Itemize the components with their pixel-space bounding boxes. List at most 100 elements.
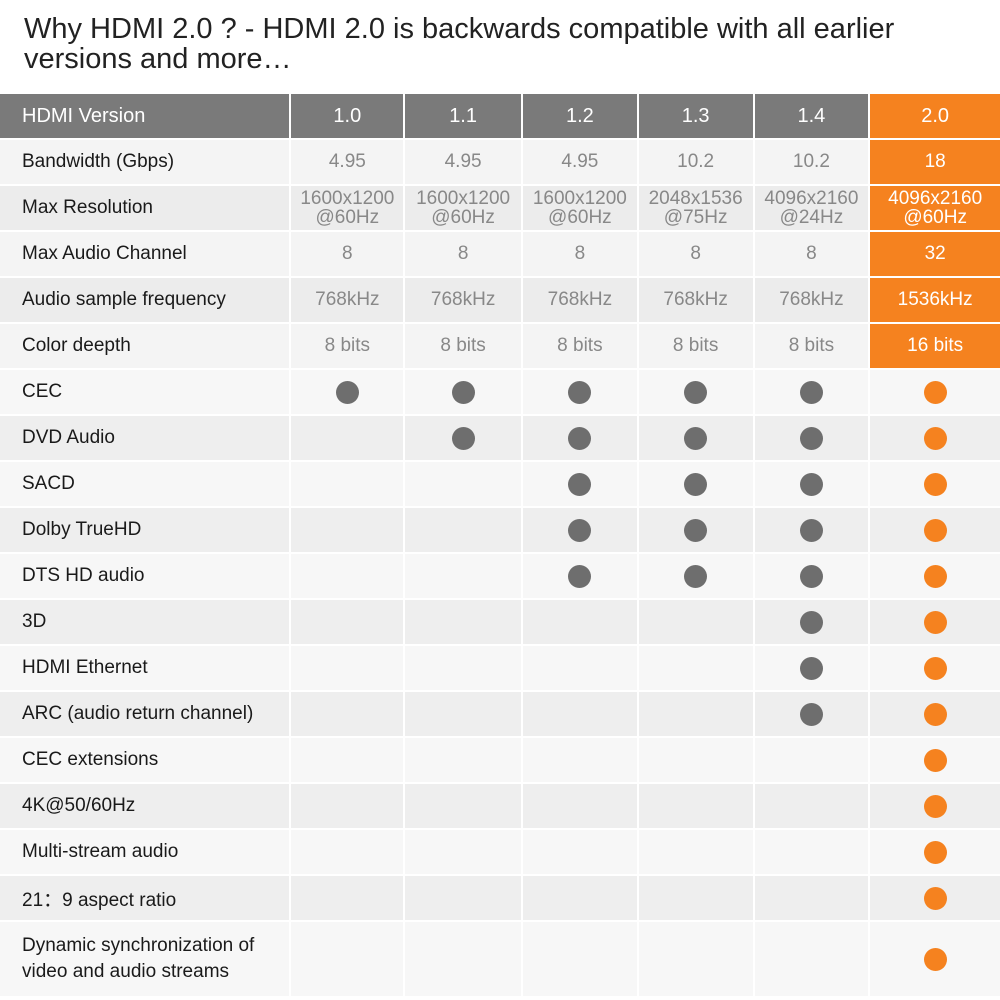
feature-cell xyxy=(291,370,404,414)
feature-cell xyxy=(522,508,637,552)
feature-row: CEC extensions xyxy=(0,738,1000,782)
supported-dot-icon xyxy=(799,380,823,404)
feature-cell xyxy=(754,738,869,782)
feature-cell xyxy=(870,830,1000,874)
supported-dot-icon xyxy=(568,380,592,404)
feature-cell xyxy=(638,508,753,552)
spec-value-line1: 2048x1536 xyxy=(648,188,743,209)
feature-label: DVD Audio xyxy=(0,416,290,460)
supported-dot-icon xyxy=(568,426,592,450)
spec-value-line1: 1600x1200 xyxy=(300,188,395,209)
feature-row: 4K@50/60Hz xyxy=(0,784,1000,828)
feature-cell xyxy=(870,508,1000,552)
feature-cell xyxy=(638,876,753,920)
feature-cell xyxy=(405,370,521,414)
spec-value: 2048x1536 @75Hz xyxy=(638,186,753,230)
supported-dot-icon xyxy=(923,886,947,910)
feature-cell xyxy=(870,784,1000,828)
supported-dot-icon xyxy=(684,472,708,496)
version-1-1: 1.1 xyxy=(405,94,521,138)
feature-cell xyxy=(405,922,521,996)
feature-cell xyxy=(638,646,753,690)
spec-row-max-audio-channel: Max Audio Channel 8 8 8 8 8 32 xyxy=(0,232,1000,276)
supported-dot-icon xyxy=(451,380,475,404)
feature-cell xyxy=(522,692,637,736)
feature-cell xyxy=(522,462,637,506)
supported-dot-icon xyxy=(568,518,592,542)
supported-dot-icon xyxy=(799,564,823,588)
feature-cell xyxy=(754,600,869,644)
spec-value-line2: @60Hz xyxy=(903,207,967,228)
feature-cell xyxy=(522,600,637,644)
feature-row: DVD Audio xyxy=(0,416,1000,460)
spec-value: 8 xyxy=(638,232,753,276)
version-1-3: 1.3 xyxy=(638,94,753,138)
supported-dot-icon xyxy=(799,472,823,496)
spec-value-highlight: 4096x2160 @60Hz xyxy=(870,186,1000,230)
spec-value-line1: 4096x2160 xyxy=(764,188,859,209)
feature-cell xyxy=(754,876,869,920)
feature-cell xyxy=(638,922,753,996)
feature-cell xyxy=(522,370,637,414)
feature-cell xyxy=(405,646,521,690)
supported-dot-icon xyxy=(335,380,359,404)
feature-label-line1: Dynamic synchronization of xyxy=(22,935,255,956)
feature-cell xyxy=(638,830,753,874)
feature-label: HDMI Ethernet xyxy=(0,646,290,690)
supported-dot-icon xyxy=(923,380,947,404)
feature-cell xyxy=(405,416,521,460)
spec-value: 1600x1200 @60Hz xyxy=(522,186,637,230)
spec-value: 8 xyxy=(522,232,637,276)
feature-cell xyxy=(522,922,637,996)
spec-value: 8 bits xyxy=(638,324,753,368)
feature-cell xyxy=(870,554,1000,598)
feature-cell xyxy=(638,462,753,506)
feature-cell xyxy=(754,646,869,690)
row-label: Bandwidth (Gbps) xyxy=(0,140,290,184)
feature-cell xyxy=(638,738,753,782)
spec-value: 8 xyxy=(754,232,869,276)
feature-cell xyxy=(291,692,404,736)
feature-label: Multi-stream audio xyxy=(0,830,290,874)
feature-label: SACD xyxy=(0,462,290,506)
feature-cell xyxy=(638,370,753,414)
supported-dot-icon xyxy=(923,518,947,542)
hdmi-comparison-table: HDMI Version 1.0 1.1 1.2 1.3 1.4 2.0 Ban… xyxy=(0,94,1000,998)
spec-value-line2: @75Hz xyxy=(663,207,728,228)
feature-cell xyxy=(754,370,869,414)
feature-cell xyxy=(754,508,869,552)
header-label: HDMI Version xyxy=(0,94,290,138)
feature-label: 4K@50/60Hz xyxy=(0,784,290,828)
spec-value: 4096x2160 @24Hz xyxy=(754,186,869,230)
supported-dot-icon xyxy=(799,518,823,542)
feature-cell xyxy=(291,554,404,598)
version-2-0: 2.0 xyxy=(870,94,1000,138)
feature-cell xyxy=(405,692,521,736)
supported-dot-icon xyxy=(799,656,823,680)
feature-cell xyxy=(405,554,521,598)
spec-value: 4.95 xyxy=(405,140,521,184)
spec-value-line2: @60Hz xyxy=(431,207,495,228)
supported-dot-icon xyxy=(684,380,708,404)
feature-cell xyxy=(870,416,1000,460)
feature-label: Dynamic synchronization of video and audi… xyxy=(0,922,290,996)
spec-value: 768kHz xyxy=(754,278,869,322)
table-header-row: HDMI Version 1.0 1.1 1.2 1.3 1.4 2.0 xyxy=(0,94,1000,138)
supported-dot-icon xyxy=(799,610,823,634)
feature-cell xyxy=(405,738,521,782)
spec-value: 10.2 xyxy=(638,140,753,184)
spec-value-line2: @60Hz xyxy=(548,207,612,228)
supported-dot-icon xyxy=(451,426,475,450)
feature-cell xyxy=(870,922,1000,996)
feature-cell xyxy=(870,738,1000,782)
feature-cell xyxy=(522,554,637,598)
feature-cell xyxy=(638,784,753,828)
feature-cell xyxy=(291,462,404,506)
feature-cell xyxy=(754,462,869,506)
spec-value: 4.95 xyxy=(522,140,637,184)
feature-label-line2: video and audio streams xyxy=(22,961,230,982)
spec-value-line1: 1600x1200 xyxy=(532,188,627,209)
spec-value-highlight: 32 xyxy=(870,232,1000,276)
spec-value: 768kHz xyxy=(638,278,753,322)
spec-value: 768kHz xyxy=(522,278,637,322)
